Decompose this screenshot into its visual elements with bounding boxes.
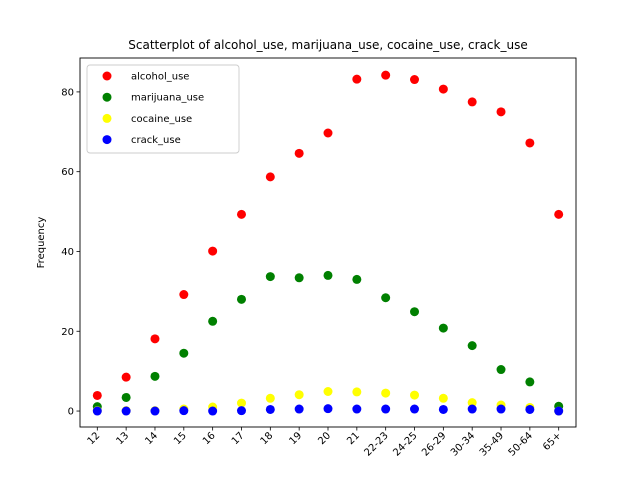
data-point (323, 386, 333, 396)
data-point (496, 365, 506, 375)
data-point (554, 406, 564, 416)
data-point (92, 406, 102, 416)
y-tick-label: 60 (61, 167, 74, 178)
data-point (323, 270, 333, 280)
data-point (323, 128, 333, 138)
legend-marker (102, 92, 112, 102)
data-point (265, 272, 275, 282)
series-crack_use (92, 404, 564, 416)
data-point (525, 138, 535, 148)
data-point (208, 316, 218, 326)
data-point (438, 404, 448, 414)
data-point (150, 334, 160, 344)
legend-label: alcohol_use (131, 72, 189, 83)
data-point (467, 341, 477, 351)
data-point (496, 107, 506, 117)
data-point (294, 390, 304, 400)
legend-label: marijuana_use (131, 93, 204, 104)
data-point (525, 404, 535, 414)
data-point (294, 273, 304, 283)
y-tick-label: 20 (61, 327, 74, 338)
y-axis: 0 20 40 60 80 (61, 87, 80, 418)
y-tick-label: 80 (61, 87, 74, 98)
data-point (208, 406, 218, 416)
data-point (525, 377, 535, 387)
data-point (410, 307, 420, 317)
data-point (467, 398, 477, 408)
data-point (294, 404, 304, 414)
data-point (467, 97, 477, 107)
data-point (179, 290, 189, 300)
y-tick-label: 40 (61, 247, 74, 258)
data-point (150, 371, 160, 381)
data-point (352, 74, 362, 84)
legend-label: cocaine_use (131, 114, 192, 125)
data-point (410, 75, 420, 85)
data-point (179, 348, 189, 358)
y-axis-label: Frequency (36, 217, 47, 269)
data-point (554, 209, 564, 219)
data-point (438, 323, 448, 333)
y-tick-label: 0 (68, 407, 74, 418)
chart-title: Scatterplot of alcohol_use, marijuana_us… (128, 38, 527, 52)
data-point (381, 293, 391, 303)
data-point (323, 404, 333, 414)
data-point (179, 406, 189, 416)
data-point (236, 294, 246, 304)
data-point (381, 388, 391, 398)
data-point (121, 392, 131, 402)
data-point (352, 274, 362, 284)
data-point (92, 390, 102, 400)
data-point (496, 404, 506, 414)
legend-label: crack_use (131, 135, 181, 146)
data-point (265, 404, 275, 414)
data-point (438, 393, 448, 403)
data-point (208, 246, 218, 256)
legend-marker (102, 135, 112, 145)
data-point (236, 406, 246, 416)
data-point (381, 70, 391, 80)
plot-frame (79, 57, 577, 428)
data-point (352, 404, 362, 414)
data-point (265, 393, 275, 403)
data-point (410, 404, 420, 414)
data-point (410, 390, 420, 400)
data-point (236, 398, 246, 408)
data-point (438, 84, 448, 94)
legend: alcohol_use marijuana_use cocaine_usecrack… (86, 64, 240, 154)
legend-box (86, 64, 240, 154)
data-points (92, 70, 564, 416)
data-point (467, 404, 477, 414)
data-point (381, 404, 391, 414)
data-point (121, 406, 131, 416)
series-alcohol_use (92, 70, 564, 400)
legend-marker (102, 113, 112, 123)
data-point (121, 372, 131, 382)
data-point (265, 172, 275, 182)
data-point (352, 387, 362, 397)
legend-marker (102, 71, 112, 81)
data-point (150, 406, 160, 416)
data-point (236, 209, 246, 219)
data-point (294, 148, 304, 158)
